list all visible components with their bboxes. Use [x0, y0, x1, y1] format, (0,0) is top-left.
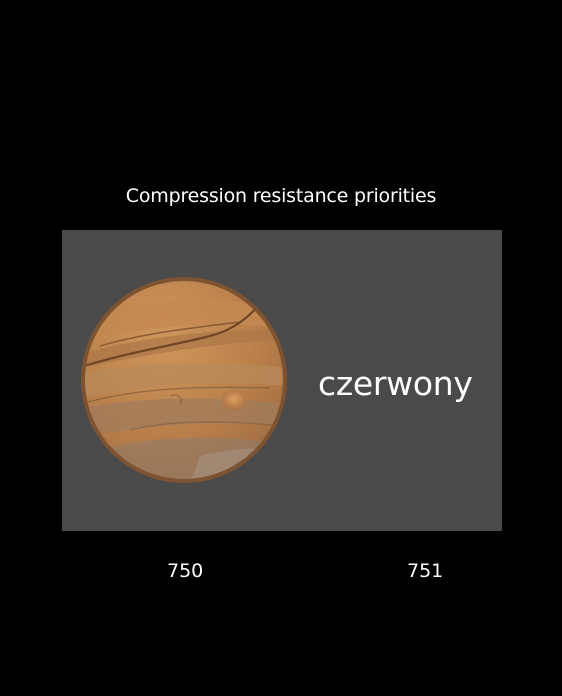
image-priority-value: 750: [167, 560, 204, 582]
jupiter-planet-icon: [80, 276, 288, 484]
label-priority-value: 751: [407, 560, 444, 582]
demo-label: czerwony: [318, 364, 473, 403]
screen-title: Compression resistance priorities: [125, 185, 437, 207]
demo-panel: czerwony: [62, 230, 502, 531]
